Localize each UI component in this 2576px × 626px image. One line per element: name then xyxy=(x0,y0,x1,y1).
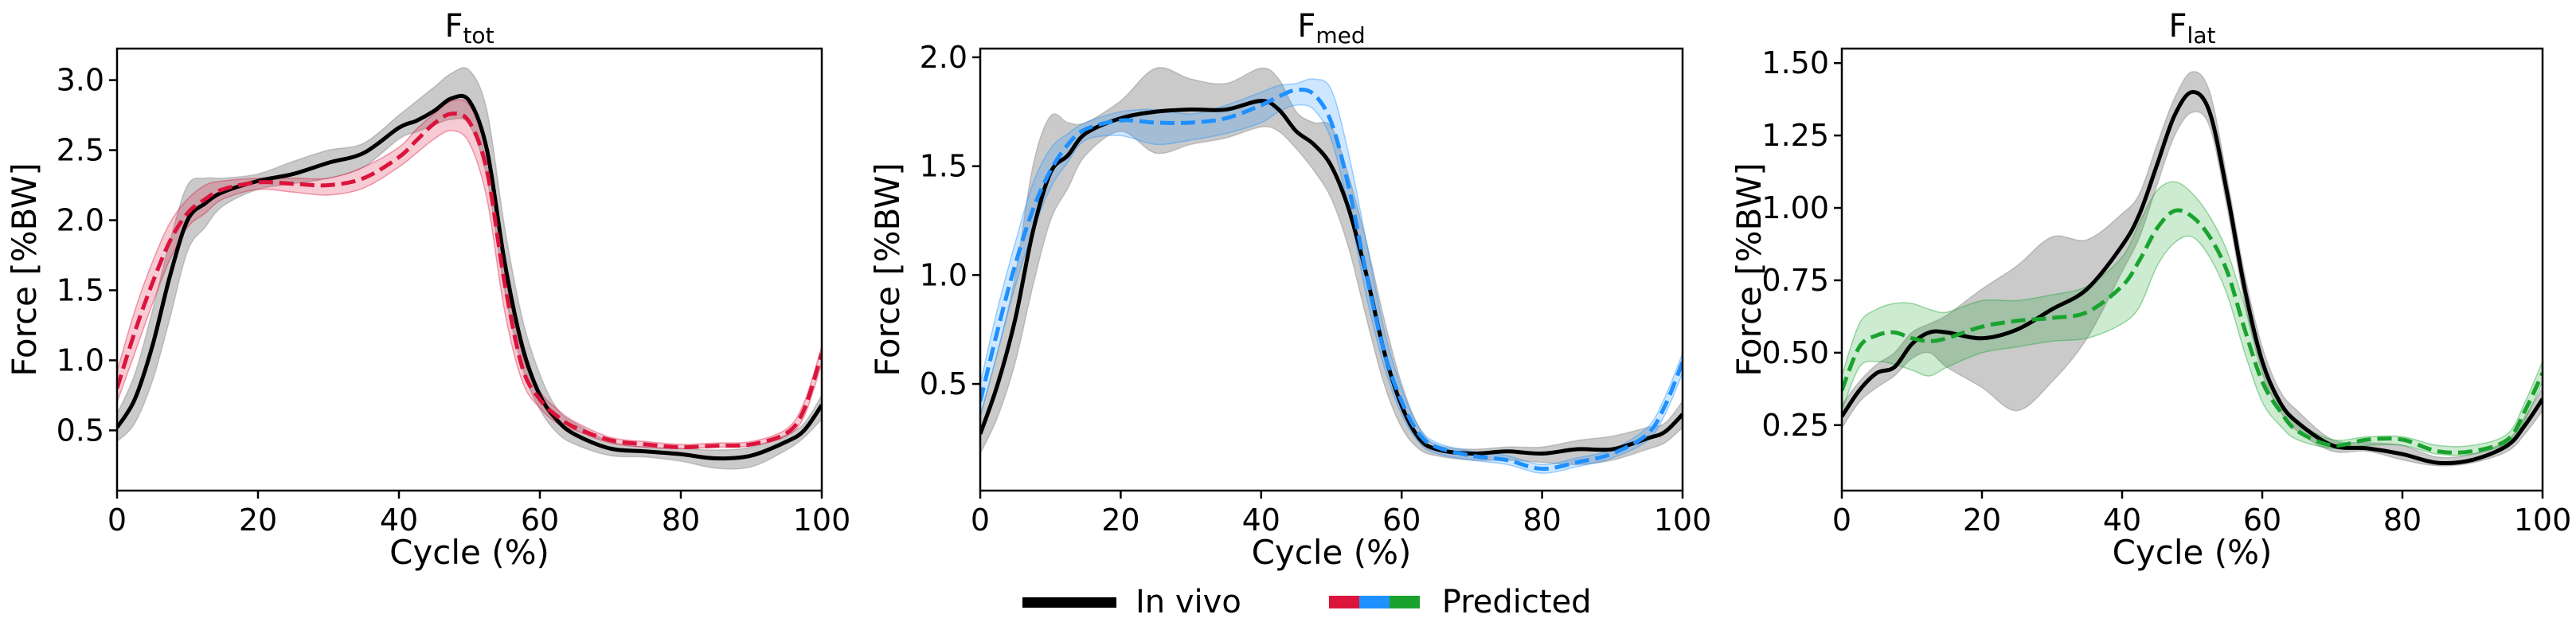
predicted-band xyxy=(1842,181,2543,456)
predicted-mean-line xyxy=(980,88,1683,471)
legend: In vivo Predicted xyxy=(1022,580,1592,624)
x-tick-label: 80 xyxy=(1523,503,1561,538)
plot-area xyxy=(117,67,822,470)
x-tick-label: 40 xyxy=(2103,503,2141,538)
x-tick-label: 40 xyxy=(1242,503,1280,538)
x-axis-label: Cycle (%) xyxy=(2113,533,2273,572)
y-tick-label: 1.00 xyxy=(1761,190,1829,225)
y-tick-label: 2.5 xyxy=(57,133,104,168)
y-tick-label: 1.5 xyxy=(57,272,104,307)
invivo-band xyxy=(1842,71,2543,467)
title-main: F xyxy=(2169,8,2187,45)
y-tick-label: 0.5 xyxy=(57,413,104,448)
y-axis-label: Force [%BW] xyxy=(1730,162,1769,377)
x-tick-label: 20 xyxy=(239,503,277,538)
y-tick-label: 3.0 xyxy=(57,63,104,98)
plot-area xyxy=(1842,71,2543,467)
legend-predicted-swatch xyxy=(1328,596,1420,608)
x-tick-label: 40 xyxy=(380,503,418,538)
y-tick-label: 2.0 xyxy=(57,202,104,237)
predicted-mean-line xyxy=(1842,208,2543,455)
y-tick-label: 0.25 xyxy=(1761,408,1829,443)
panel-title: Flat xyxy=(2169,8,2216,49)
predicted-mean-line xyxy=(117,112,822,450)
panel-title: Ftot xyxy=(444,8,494,49)
x-tick-label: 100 xyxy=(2514,503,2572,538)
x-tick-label: 80 xyxy=(662,503,700,538)
panel-lat: 0 20 40 60 80 100 0.25 0.50 0.75 1.00 1.25 1.50 Cycl… xyxy=(1730,8,2571,572)
legend-swatch-red xyxy=(1328,596,1359,608)
x-tick-label: 0 xyxy=(107,503,127,538)
x-tick-label: 20 xyxy=(1101,503,1139,538)
y-tick-label: 0.50 xyxy=(1761,335,1829,370)
x-tick-label: 100 xyxy=(1654,503,1712,538)
title-main: F xyxy=(444,8,463,45)
y-tick-label: 1.25 xyxy=(1761,118,1829,153)
x-tick-label: 60 xyxy=(2243,503,2281,538)
axes-frame xyxy=(979,47,1684,492)
plot-area xyxy=(980,67,1683,474)
axes-frame xyxy=(115,47,823,492)
x-tick-label: 60 xyxy=(1382,503,1421,538)
y-axis-label: Force [%BW] xyxy=(868,162,907,377)
x-tick-label: 0 xyxy=(971,503,990,538)
y-tick-label: 1.5 xyxy=(920,149,967,184)
legend-swatch-blue xyxy=(1358,596,1390,608)
x-tick-label: 20 xyxy=(1963,503,2001,538)
x-tick-label: 0 xyxy=(1832,503,1851,538)
legend-swatch-green xyxy=(1389,596,1420,608)
panel-tot: 0 20 40 60 80 100 0.5 1.0 1.5 2.0 2.5 3.0 Cycle (%) F… xyxy=(5,8,850,572)
legend-predicted-label: Predicted xyxy=(1441,584,1592,620)
x-axis-label: Cycle (%) xyxy=(389,533,549,572)
x-tick-label: 100 xyxy=(793,503,851,538)
y-tick-label: 2.0 xyxy=(920,40,967,75)
predicted-band xyxy=(117,99,822,449)
x-axis-label: Cycle (%) xyxy=(1252,533,1412,572)
predicted-band xyxy=(980,78,1683,474)
x-tick-label: 60 xyxy=(521,503,559,538)
legend-invivo-label: In vivo xyxy=(1136,584,1241,620)
y-tick-label: 1.0 xyxy=(920,257,967,292)
y-tick-label: 1.0 xyxy=(57,342,104,378)
y-axis-label: Force [%BW] xyxy=(5,162,44,377)
y-tick-label: 0.75 xyxy=(1761,263,1829,298)
y-tick-label: 0.5 xyxy=(920,366,967,401)
legend-invivo-swatch xyxy=(1022,597,1116,608)
panel-med: 0 20 40 60 80 100 0.5 1.0 1.5 2.0 Cycle (%) Force [… xyxy=(868,8,1711,572)
title-subscript: lat xyxy=(2187,22,2216,49)
invivo-mean-line xyxy=(117,93,822,461)
panel-title: Fmed xyxy=(1297,8,1365,49)
title-subscript: med xyxy=(1315,22,1365,49)
invivo-mean-line xyxy=(1842,90,2543,466)
invivo-band xyxy=(980,67,1683,465)
title-subscript: tot xyxy=(463,22,494,49)
axes-frame xyxy=(1840,47,2544,492)
title-main: F xyxy=(1297,8,1315,45)
x-tick-label: 80 xyxy=(2383,503,2422,538)
y-tick-label: 1.50 xyxy=(1761,45,1829,80)
